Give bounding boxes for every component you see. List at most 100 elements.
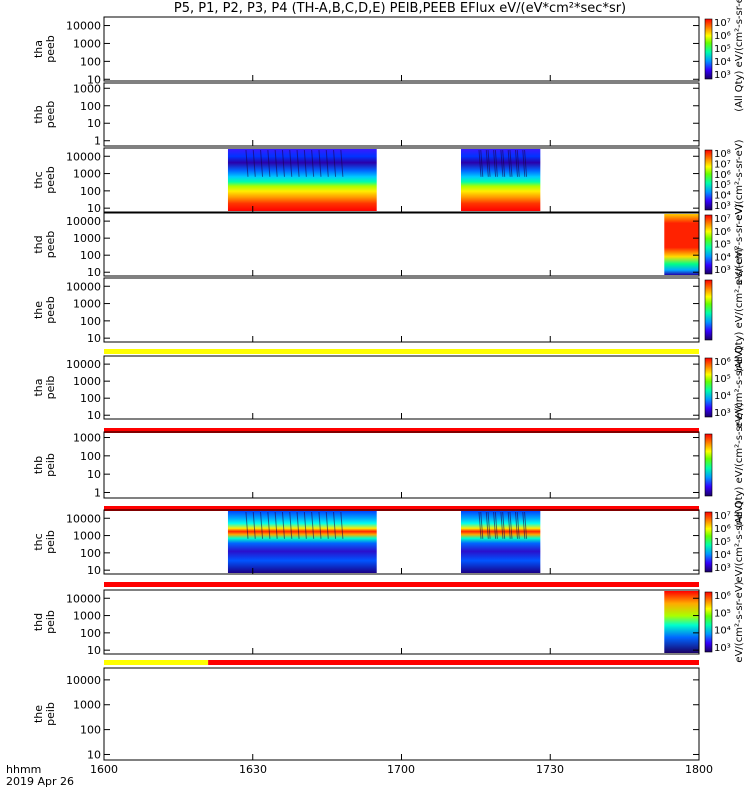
colorbar-label: eV/(cm²-s-sr-eV): [734, 581, 745, 662]
panel-label-product: peib: [44, 702, 57, 726]
y-tick-label: 1000: [73, 610, 101, 623]
panel-frame: [103, 277, 700, 343]
panel-label-probe: thd: [32, 235, 45, 253]
colorbar-tick-label: 10³: [714, 201, 731, 212]
colorbar-label: eV/(cm²-s-sr-eV): [734, 139, 745, 220]
spectrogram-texture: [478, 511, 482, 539]
spectrogram-texture: [260, 149, 264, 177]
spectrogram-block: [664, 214, 699, 275]
spectrogram-texture: [289, 511, 293, 539]
flag-bar-segment: [104, 349, 699, 354]
colorbar-tick-label: 10⁴: [714, 191, 731, 202]
y-tick-label: 1000: [73, 375, 101, 388]
y-tick-label: 100: [80, 55, 101, 68]
x-tick-1730: 1730: [536, 763, 564, 776]
colorbar: [704, 279, 713, 341]
panel-label: thepeib: [32, 702, 57, 726]
panel-label-product: peeb: [44, 35, 57, 63]
y-tick-label: 10: [87, 748, 101, 761]
spectrogram-texture: [311, 149, 315, 177]
figure-title: P5, P1, P2, P3, P4 (TH-A,B,C,D,E) PEIB,P…: [174, 1, 626, 16]
panel-label-product: peeb: [44, 296, 57, 324]
spectrogram-texture: [494, 149, 498, 177]
panel-label-probe: the: [32, 705, 45, 723]
spectrogram-texture: [333, 511, 337, 539]
panel-frame: [103, 589, 700, 655]
spectrogram-texture: [487, 149, 491, 177]
colorbar-tick-label: 10⁴: [714, 626, 731, 637]
panel-label-probe: the: [32, 301, 45, 319]
spectrogram-texture: [480, 511, 484, 539]
panel-frame: [103, 431, 700, 499]
spectrogram-texture: [500, 149, 504, 177]
panel-label-probe: thb: [32, 456, 45, 474]
colorbar-label: (All Qty) eV/(cm²-s-sr-eV): [734, 247, 745, 372]
colorbar-label: (All Qty) eV/(cm²-s-sr-eV): [734, 0, 745, 112]
panel-label-probe: thc: [32, 533, 45, 550]
spectrogram-texture: [245, 149, 249, 177]
y-tick-label: 100: [80, 724, 101, 737]
spectrogram-texture: [274, 511, 278, 539]
colorbar-tick-label: 10⁵: [714, 537, 731, 548]
colorbar-tick-label: 10⁷: [714, 18, 731, 29]
panel-frame: [103, 82, 700, 147]
y-tick-label: 1000: [73, 232, 101, 245]
colorbar-tick-label: 10⁶: [714, 591, 731, 602]
panel-tha-peeb: 10 100 1000 10000 thapeeb 10³ 10⁴ 10⁵ 10⁶ 10⁷ (All…: [32, 0, 745, 112]
spectrogram-texture: [281, 149, 285, 177]
spectrogram-texture: [502, 511, 506, 539]
spectrogram-texture: [267, 149, 271, 177]
flag-bar-segment: [104, 428, 699, 433]
flag-bar-segment: [104, 660, 209, 665]
panel-label: thbpeeb: [32, 101, 57, 129]
y-tick-label: 1000: [73, 168, 101, 181]
x-tick-1800: 1800: [685, 763, 713, 776]
panel-thd-peib: 10 100 1000 10000 thdpeib 10³ 10⁴ 10⁵ 10⁶ eV/(cm²…: [32, 581, 745, 665]
spectrogram-texture: [509, 511, 513, 539]
spectrogram-texture: [509, 149, 513, 177]
y-tick-label: 10: [87, 202, 101, 215]
spectrogram-texture: [303, 511, 307, 539]
spectrogram-texture: [500, 511, 504, 539]
y-tick-label: 1000: [73, 37, 101, 50]
spectrogram-texture: [522, 511, 526, 539]
panel-frame: [103, 355, 700, 420]
y-tick-label: 1000: [73, 82, 101, 95]
colorbar-tick-label: 10⁷: [714, 159, 731, 170]
colorbar-tick-label: 10³: [714, 643, 731, 654]
panel-frame: [103, 147, 700, 213]
x-axis-labels: 1600 1630 1700 1730 1800 hhmm 2019 Apr 2…: [6, 763, 713, 788]
y-tick-label: 10000: [66, 358, 101, 371]
y-tick-label: 10: [87, 266, 101, 279]
colorbar-tick-label: 10⁴: [714, 550, 731, 561]
spectrogram-texture: [494, 511, 498, 539]
flag-bar-segment: [104, 582, 699, 587]
spectrogram-texture: [493, 511, 497, 539]
colorbar-tick-label: 10⁶: [714, 524, 731, 535]
y-tick-label: 10: [87, 644, 101, 657]
panel-frame: [103, 509, 700, 575]
panel-frame: [103, 667, 700, 761]
y-tick-label: 100: [80, 100, 101, 113]
x-label-hhmm: hhmm: [6, 763, 41, 776]
spectrogram-texture: [478, 149, 482, 177]
x-tick-1700: 1700: [387, 763, 415, 776]
spectrogram-block: [227, 149, 377, 211]
spectrogram-texture: [485, 511, 489, 539]
y-tick-label: 10: [87, 468, 101, 481]
spectrogram-texture: [296, 149, 300, 177]
colorbar: [704, 149, 713, 211]
panel-the-peib: 10 100 1000 10000 thepeib: [32, 667, 700, 761]
colorbar-tick-label: 10³: [714, 265, 731, 276]
spectrogram-texture: [318, 511, 322, 539]
y-tick-label: 100: [80, 185, 101, 198]
colorbar-tick-label: 10⁴: [714, 391, 731, 402]
y-tick-label: 100: [80, 547, 101, 560]
panel-label-probe: thb: [32, 105, 45, 123]
spectrogram-texture: [311, 511, 315, 539]
spectrogram-texture: [524, 511, 528, 539]
y-tick-label: 1000: [73, 432, 101, 445]
spectrogram-texture: [516, 149, 520, 177]
